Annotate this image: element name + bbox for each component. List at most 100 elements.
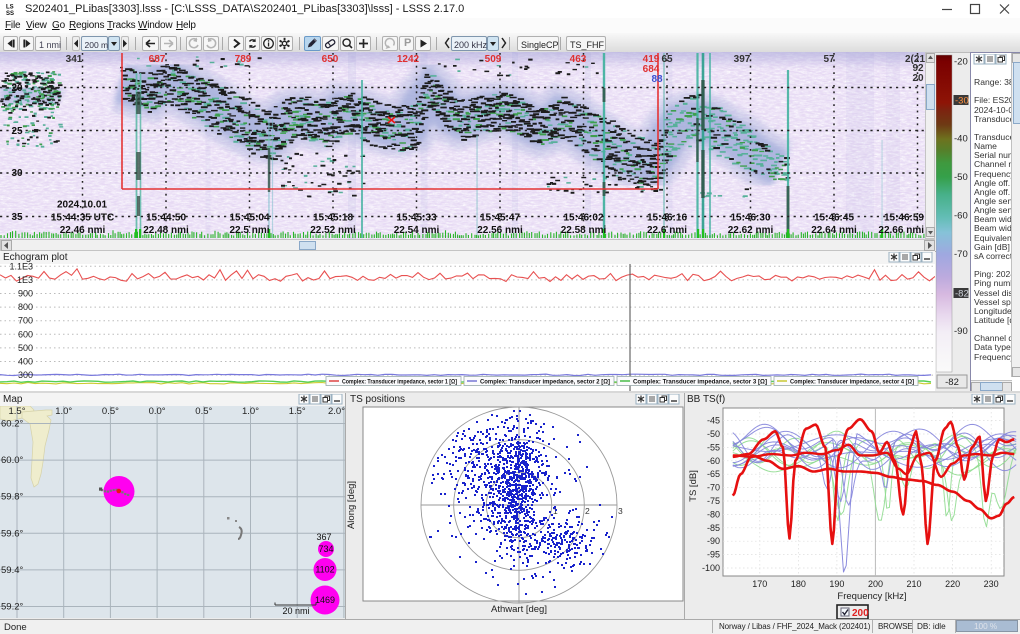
svg-text:57: 57: [823, 54, 835, 65]
svg-text:2024.10.01: 2024.10.01: [57, 200, 107, 211]
svg-text:15:44:35 UTC: 15:44:35 UTC: [51, 213, 114, 224]
svg-text:170: 170: [752, 579, 767, 589]
svg-text:35: 35: [11, 212, 23, 223]
svg-text:300: 300: [18, 370, 33, 380]
svg-text:22.6 nmi: 22.6 nmi: [647, 225, 687, 236]
svg-text:15:46:59: 15:46:59: [884, 213, 924, 224]
svg-text:25: 25: [11, 126, 23, 137]
svg-text:-60: -60: [954, 211, 968, 222]
svg-text:59.6°: 59.6°: [1, 528, 23, 539]
svg-text:-75: -75: [707, 496, 720, 506]
svg-text:-90: -90: [954, 326, 968, 337]
svg-text:15:46:16: 15:46:16: [647, 213, 687, 224]
svg-text:-55: -55: [707, 442, 720, 452]
svg-text:509: 509: [485, 54, 502, 65]
svg-text:180: 180: [791, 579, 806, 589]
svg-text:Along [deg]: Along [deg]: [346, 481, 357, 529]
svg-text:-85: -85: [707, 523, 720, 533]
svg-text:Complex: Transducer impedance,: Complex: Transducer impedance, sector 3 …: [633, 379, 767, 386]
svg-text:367: 367: [316, 532, 331, 542]
svg-text:22.62 nmi: 22.62 nmi: [728, 225, 774, 236]
svg-text:Complex: Transducer impedance,: Complex: Transducer impedance, sector 4 …: [790, 379, 914, 386]
svg-text:700: 700: [18, 316, 33, 326]
svg-text:-82: -82: [945, 377, 959, 388]
svg-text:0.0°: 0.0°: [149, 406, 166, 417]
svg-text:1.5°: 1.5°: [289, 406, 306, 417]
svg-text:22.48 nmi: 22.48 nmi: [143, 225, 189, 236]
svg-text:92: 92: [912, 63, 924, 74]
svg-text:1469: 1469: [315, 595, 335, 605]
svg-text:0.5°: 0.5°: [102, 406, 119, 417]
svg-text:22.52 nmi: 22.52 nmi: [310, 225, 356, 236]
svg-text:2: 2: [585, 506, 590, 516]
svg-text:22.58 nmi: 22.58 nmi: [561, 225, 607, 236]
svg-text:22.46 nmi: 22.46 nmi: [60, 225, 106, 236]
svg-text:-50: -50: [707, 429, 720, 439]
svg-text:-65: -65: [707, 469, 720, 479]
svg-text:0.5°: 0.5°: [195, 406, 212, 417]
svg-text:190: 190: [829, 579, 844, 589]
svg-text:1.0°: 1.0°: [55, 406, 72, 417]
svg-text:15:45:33: 15:45:33: [396, 213, 436, 224]
svg-text:1.0°: 1.0°: [242, 406, 259, 417]
svg-text:15:44:50: 15:44:50: [146, 213, 186, 224]
svg-text:Frequency [kHz]: Frequency [kHz]: [837, 591, 906, 602]
svg-text:210: 210: [906, 579, 921, 589]
svg-text:Complex: Transducer impedance,: Complex: Transducer impedance, sector 2 …: [480, 379, 610, 386]
svg-text:65: 65: [661, 54, 673, 65]
svg-text:650: 650: [322, 54, 339, 65]
svg-text:220: 220: [945, 579, 960, 589]
svg-text:15:46:45: 15:46:45: [814, 213, 854, 224]
svg-text:-40: -40: [954, 134, 968, 145]
svg-text:200: 200: [868, 579, 883, 589]
svg-text:1.5°: 1.5°: [8, 406, 25, 417]
svg-text:200: 200: [852, 608, 869, 619]
svg-text:-90: -90: [707, 536, 720, 546]
svg-text:1E3: 1E3: [17, 275, 33, 285]
svg-text:900: 900: [18, 289, 33, 299]
svg-text:Complex: Transducer impedance,: Complex: Transducer impedance, sector 1 …: [342, 379, 457, 386]
svg-text:15:45:04: 15:45:04: [229, 213, 269, 224]
svg-text:20 nmi: 20 nmi: [282, 606, 309, 616]
svg-text:687: 687: [149, 54, 166, 65]
svg-text:-70: -70: [707, 483, 720, 493]
svg-text:734: 734: [318, 544, 333, 554]
svg-text:15:46:30: 15:46:30: [730, 213, 770, 224]
svg-text:2.0°: 2.0°: [328, 406, 345, 417]
svg-text:-60: -60: [707, 456, 720, 466]
svg-text:20: 20: [912, 73, 924, 84]
svg-text:341: 341: [66, 54, 83, 65]
svg-text:3: 3: [618, 506, 623, 516]
svg-text:22.54 nmi: 22.54 nmi: [394, 225, 440, 236]
svg-text:-45: -45: [707, 416, 720, 426]
svg-text:LS: LS: [6, 5, 14, 11]
svg-text:500: 500: [18, 343, 33, 353]
svg-text:1242: 1242: [397, 54, 420, 65]
svg-text:400: 400: [18, 357, 33, 367]
svg-text:59.4°: 59.4°: [1, 565, 23, 576]
svg-text:-95: -95: [707, 550, 720, 560]
svg-text:59.8°: 59.8°: [1, 492, 23, 503]
svg-text:789: 789: [235, 54, 252, 65]
svg-text:397: 397: [734, 54, 751, 65]
svg-text:60.0°: 60.0°: [1, 455, 23, 466]
svg-text:-80: -80: [707, 509, 720, 519]
svg-text:22.64 nmi: 22.64 nmi: [811, 225, 857, 236]
svg-text:22.56 nmi: 22.56 nmi: [477, 225, 523, 236]
svg-text:22.66 nmi: 22.66 nmi: [878, 225, 924, 236]
svg-text:59.2°: 59.2°: [1, 602, 23, 613]
svg-text:30: 30: [11, 168, 23, 179]
svg-text:Athwart [deg]: Athwart [deg]: [491, 604, 547, 615]
svg-text:-50: -50: [954, 172, 968, 183]
svg-text:15:46:02: 15:46:02: [563, 213, 603, 224]
svg-text:800: 800: [18, 302, 33, 312]
svg-text:88: 88: [651, 74, 663, 85]
svg-text:SS: SS: [6, 11, 14, 16]
svg-text:20: 20: [11, 83, 23, 94]
svg-text:2(21: 2(21: [905, 54, 925, 65]
svg-text:TS [dB]: TS [dB]: [688, 470, 699, 502]
svg-text:684: 684: [643, 64, 660, 75]
svg-text:15:45:47: 15:45:47: [480, 213, 520, 224]
svg-text:-100: -100: [702, 563, 720, 573]
svg-text:-30: -30: [955, 96, 969, 107]
